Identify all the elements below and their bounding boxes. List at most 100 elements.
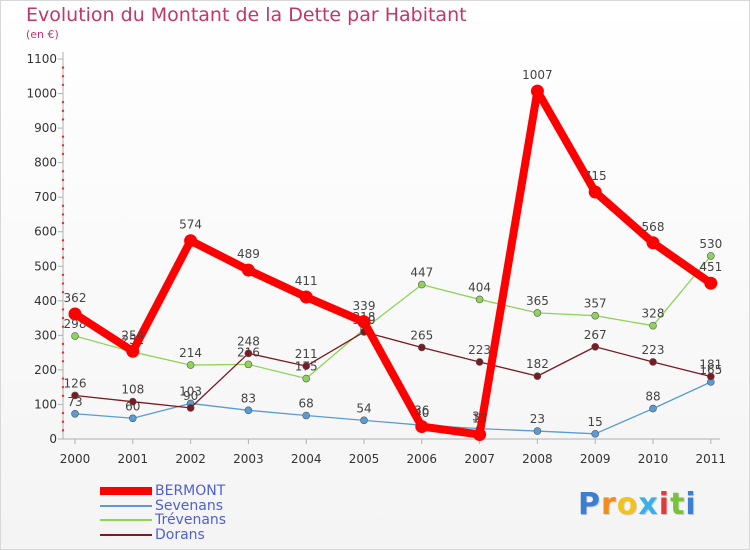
y-minor-tick [61,75,65,78]
y-tick-label: 700 [34,190,57,204]
y-minor-tick [61,411,65,415]
data-label-bermont: 254 [121,328,144,342]
data-label-trévenans: 365 [526,294,549,308]
data-point-bermont [357,315,371,329]
series-line-bermont [71,87,715,439]
data-label-sevenans: 15 [588,415,603,429]
y-minor-tick [61,360,65,363]
x-tick-label: 2010 [638,452,669,466]
logo-letter: t [670,487,686,522]
data-label-dorans: 182 [526,357,549,371]
data-point-trévenans [649,321,657,330]
y-minor-tick [61,282,65,285]
chart-title: Evolution du Montant de la Dette par Hab… [26,4,467,26]
legend-item: BERMONT [100,484,226,499]
data-label-sevenans: 83 [241,391,256,405]
x-tick-label: 2001 [118,452,149,466]
y-minor-tick [61,420,65,423]
data-point-sevenans [591,430,600,438]
y-tick-label: 400 [34,294,57,308]
data-point-bermont [184,234,198,248]
data-point-bermont [530,84,544,98]
data-label-sevenans: 54 [356,401,371,415]
y-tick-label: 100 [34,397,57,411]
data-point-trévenans [475,295,484,304]
data-point-trévenans [533,309,542,317]
data-label-bermont: 489 [237,247,260,261]
y-minor-tick [61,152,65,156]
data-label-dorans: 181 [699,357,722,371]
data-point-dorans [591,342,600,351]
legend-label: BERMONT [155,483,226,500]
data-point-sevenans [360,416,368,425]
data-point-bermont [68,307,82,321]
data-point-trévenans [302,374,311,383]
x-tick-label: 2002 [175,452,206,466]
data-point-dorans [302,362,311,370]
data-label-sevenans: 165 [699,363,722,377]
y-tick-label: 900 [34,121,57,135]
data-label-dorans: 90 [183,389,198,403]
data-label-trévenans: 404 [468,280,491,294]
x-tick-label: 2003 [233,452,264,466]
data-point-sevenans [129,414,137,423]
data-label-bermont: 715 [584,169,607,183]
data-point-trévenans [244,360,253,369]
logo-letter: o [616,487,639,522]
y-minor-tick [61,429,65,432]
data-label-dorans: 108 [121,383,144,397]
data-label-dorans: 211 [295,347,318,361]
legend-item: Trévenans [100,513,226,528]
x-tick-label: 2005 [349,452,380,466]
data-label-dorans: 265 [410,328,433,342]
legend-swatch [100,504,152,507]
data-point-trévenans [417,280,426,289]
logo-letter: x [638,487,659,522]
y-tick-label: 1100 [26,52,57,66]
data-point-bermont [473,428,487,442]
y-tick-label: 0 [49,432,57,446]
data-label-trévenans: 328 [642,307,665,321]
data-point-sevenans [71,409,79,418]
x-tick-label: 2000 [60,452,91,466]
data-point-dorans [129,397,137,406]
y-minor-tick [61,351,65,354]
data-label-dorans: 248 [237,334,260,348]
data-label-sevenans: 73 [67,395,82,409]
x-tick-label: 2011 [696,452,727,466]
data-label-bermont: 411 [295,274,318,288]
y-tick-label: 800 [34,156,57,170]
data-point-bermont [646,236,660,250]
data-point-trévenans [706,252,715,260]
y-minor-tick [61,66,65,69]
data-label-dorans: 267 [584,328,607,342]
data-point-bermont [299,290,313,304]
data-label-bermont: 339 [353,299,376,313]
y-tick-label: 500 [34,259,57,273]
y-tick-label: 300 [34,328,57,342]
line-chart: 0 100 200 300 400 500 600 700 800 900 1000 1100 2000… [26,52,727,466]
legend-swatch [100,487,152,496]
data-label-trévenans: 530 [699,237,722,251]
data-point-dorans [649,358,657,366]
data-point-sevenans [302,411,311,420]
data-label-bermont: 574 [179,218,202,232]
legend: BERMONT Sevenans Trévenans Dorans [100,484,226,542]
legend-label: Dorans [155,526,205,543]
legend-item: Dorans [100,528,226,543]
data-label-sevenans: 60 [125,399,140,413]
series-line-trévenans [74,255,712,380]
x-tick-label: 2008 [522,452,553,466]
data-label-trévenans: 214 [179,346,202,360]
data-label-bermont: 36 [414,404,429,418]
y-tick-label: 200 [34,363,57,377]
legend-label: Trévenans [155,512,227,529]
legend-swatch [100,519,152,522]
data-point-dorans [71,391,79,400]
data-point-trévenans [71,332,79,340]
y-minor-tick [61,247,65,251]
unit-label: (en €) [26,28,59,41]
y-minor-tick [61,170,65,173]
data-point-bermont [241,263,255,277]
